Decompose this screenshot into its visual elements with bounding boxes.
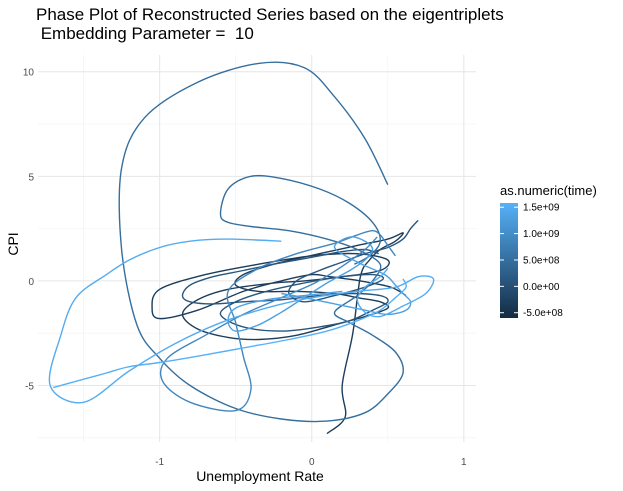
chart-title-line-2: Embedding Parameter = 10 bbox=[36, 24, 254, 43]
legend-tick-label: 1.0e+09 bbox=[523, 229, 560, 240]
x-tick-label: -1 bbox=[155, 457, 164, 468]
y-axis-title: CPI bbox=[5, 232, 21, 255]
y-tick-label: 5 bbox=[28, 172, 34, 183]
y-tick-label: -5 bbox=[25, 382, 34, 393]
legend-title: as.numeric(time) bbox=[500, 183, 597, 198]
series-path-5 bbox=[48, 238, 435, 404]
x-tick-label: 0 bbox=[309, 457, 315, 468]
legend-tick-label: 1.5e+09 bbox=[523, 203, 560, 214]
chart-title-line-1: Phase Plot of Reconstructed Series based… bbox=[36, 5, 504, 24]
legend-tick-label: 5.0e+08 bbox=[523, 255, 560, 266]
y-tick-label: 10 bbox=[23, 68, 35, 79]
legend-colorbar bbox=[500, 203, 518, 318]
x-tick-label: 1 bbox=[461, 457, 467, 468]
series-path-3 bbox=[159, 230, 396, 412]
legend-tick-label: -5.0e+08 bbox=[523, 308, 563, 319]
series-path-6 bbox=[53, 278, 407, 389]
x-axis-title: Unemployment Rate bbox=[196, 468, 324, 484]
series-paths bbox=[48, 61, 435, 435]
y-tick-label: 0 bbox=[28, 277, 34, 288]
series-path-0 bbox=[151, 232, 407, 435]
color-legend: as.numeric(time) -5.0e+08 0.0e+00 5.0e+08 1… bbox=[500, 183, 597, 319]
series-path-1 bbox=[181, 219, 419, 332]
axis-tick-labels: -1 0 1 -5 0 5 10 bbox=[23, 68, 467, 468]
series-path-4 bbox=[227, 236, 412, 332]
grid-lines bbox=[38, 55, 476, 442]
series-path-2 bbox=[118, 61, 404, 423]
legend-tick-label: 0.0e+00 bbox=[523, 282, 560, 293]
